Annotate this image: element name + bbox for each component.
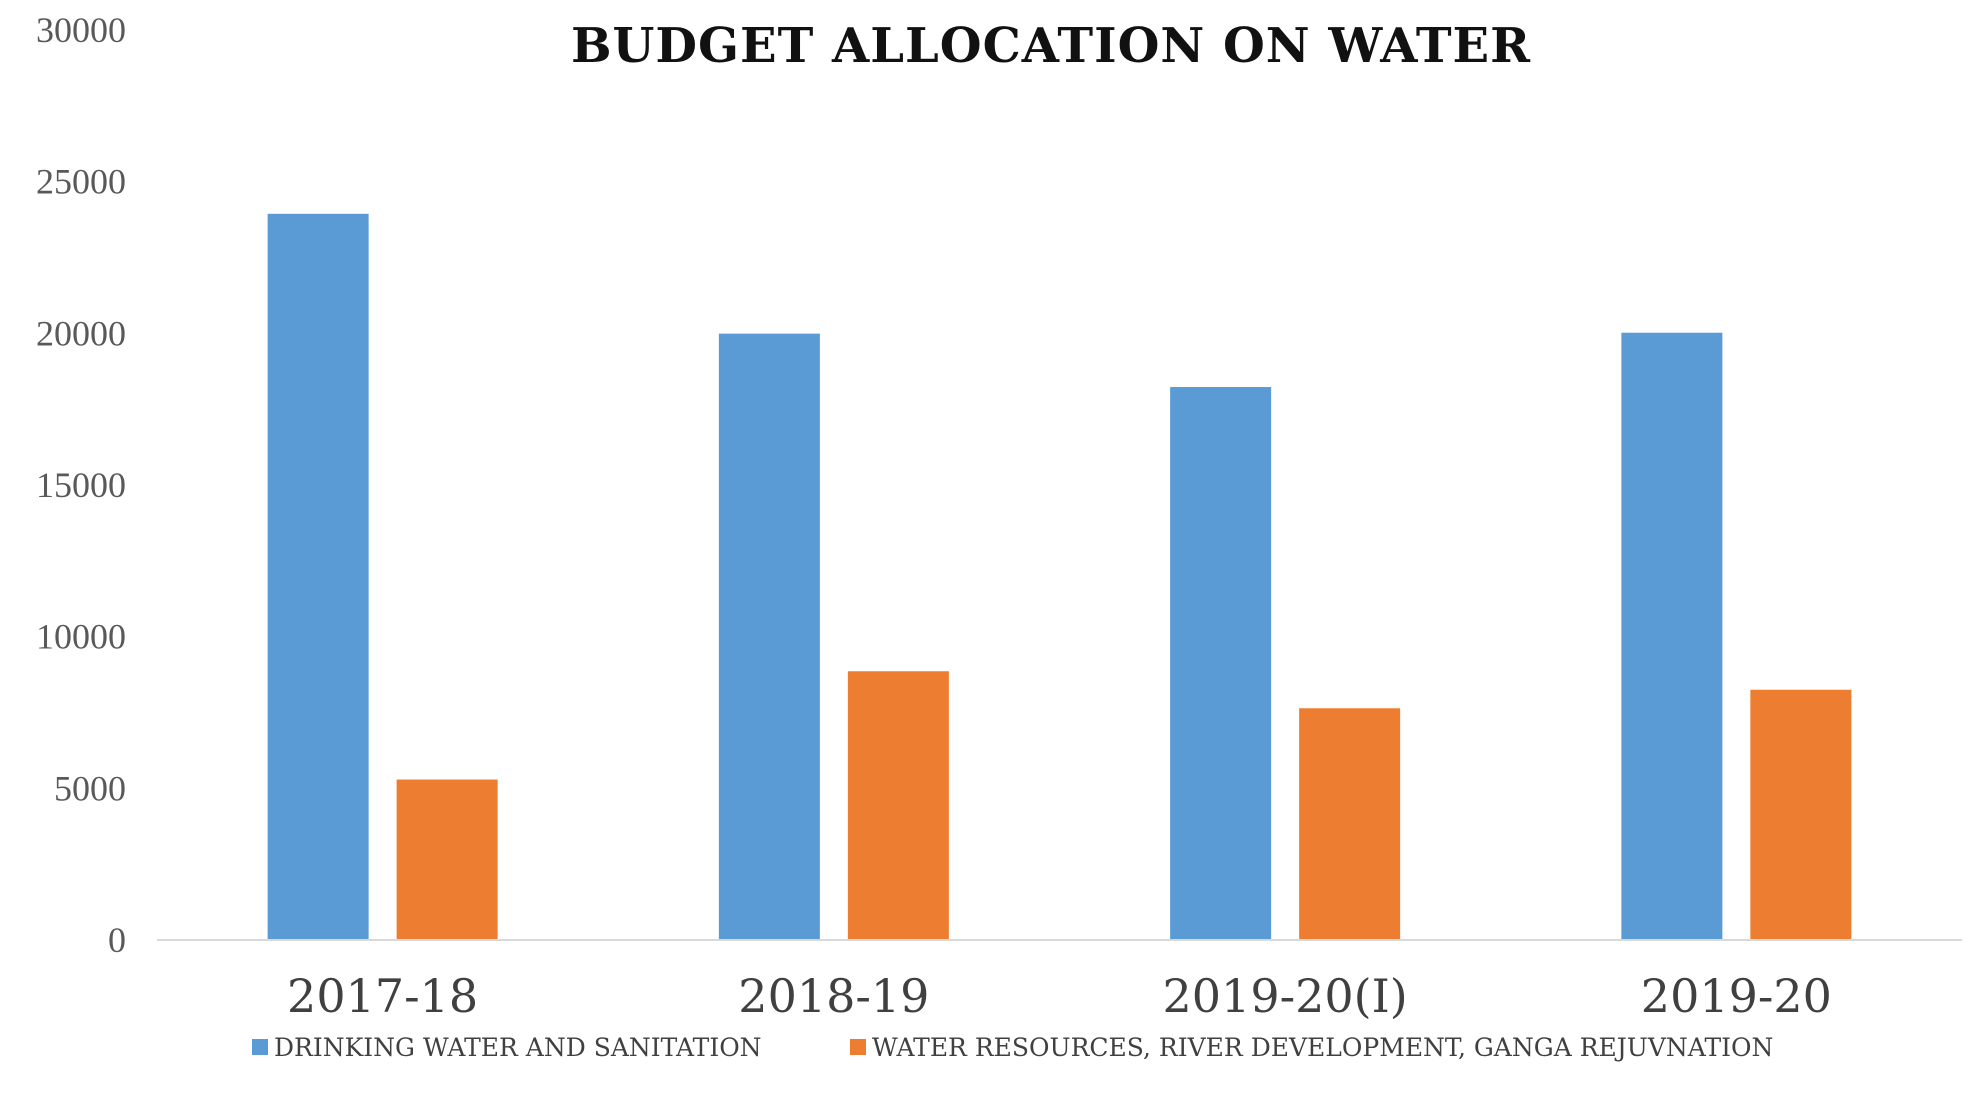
bar-water-resources bbox=[1750, 689, 1852, 940]
chart-title: BUDGET ALLOCATION ON WATER bbox=[571, 18, 1531, 74]
x-tick-label: 2019-20 bbox=[1641, 969, 1832, 1023]
bar-drinking-water bbox=[1621, 332, 1723, 940]
legend-label: WATER RESOURCES, RIVER DEVELOPMENT, GANG… bbox=[872, 1033, 1773, 1062]
bar-water-resources bbox=[1299, 708, 1401, 940]
bar-water-resources bbox=[847, 671, 949, 940]
bar-drinking-water bbox=[718, 333, 820, 940]
y-tick-label: 15000 bbox=[36, 465, 126, 505]
x-tick-label: 2018-19 bbox=[738, 969, 929, 1023]
y-tick-label: 0 bbox=[108, 920, 126, 960]
y-tick-label: 30000 bbox=[36, 10, 126, 50]
legend-label: DRINKING WATER AND SANITATION bbox=[274, 1033, 762, 1062]
legend-swatch bbox=[252, 1039, 268, 1055]
bar-drinking-water bbox=[267, 213, 369, 940]
y-tick-label: 20000 bbox=[36, 313, 126, 353]
x-tick-label: 2019-20(I) bbox=[1163, 969, 1408, 1023]
y-tick-label: 25000 bbox=[36, 162, 126, 202]
x-axis: 2017-18 2018-19 2019-20(I) 2019-20 bbox=[287, 969, 1832, 1023]
bar-water-resources bbox=[396, 779, 498, 940]
bars-group bbox=[267, 213, 1852, 941]
legend-swatch bbox=[850, 1039, 866, 1055]
bar-drinking-water bbox=[1170, 387, 1272, 941]
y-tick-label: 10000 bbox=[36, 617, 126, 657]
legend: DRINKING WATER AND SANITATION WATER RESOU… bbox=[252, 1033, 1773, 1062]
x-tick-label: 2017-18 bbox=[287, 969, 478, 1023]
y-tick-label: 5000 bbox=[54, 768, 126, 808]
y-axis: 0 5000 10000 15000 20000 25000 30000 bbox=[36, 10, 126, 960]
